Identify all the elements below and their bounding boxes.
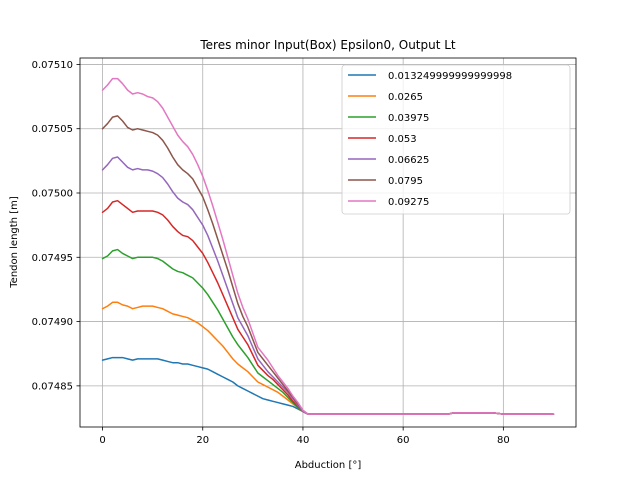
x-tick-label: 0 bbox=[99, 435, 105, 446]
y-tick-label: 0.07490 bbox=[32, 317, 73, 328]
legend-label-5: 0.06625 bbox=[388, 155, 429, 166]
y-tick-label: 0.07510 bbox=[32, 60, 73, 71]
legend-label-6: 0.0795 bbox=[388, 176, 423, 187]
legend-label-3: 0.03975 bbox=[388, 113, 429, 124]
x-tick-label: 60 bbox=[397, 435, 410, 446]
legend-label-7: 0.09275 bbox=[388, 197, 429, 208]
series-lines bbox=[101, 77, 555, 415]
legend-label-1: 0.013249999999999998 bbox=[388, 71, 512, 82]
y-axis-label: Tendon length [m] bbox=[9, 196, 20, 289]
x-tick-label: 20 bbox=[196, 435, 209, 446]
y-tick-label: 0.07485 bbox=[32, 381, 73, 392]
y-tick-label: 0.07505 bbox=[32, 124, 73, 135]
y-axis-ticks: 0.07485 0.07490 0.07495 0.07500 0.07505 0.075… bbox=[32, 60, 80, 392]
y-tick-label: 0.07500 bbox=[32, 189, 73, 200]
y-tick-label: 0.07495 bbox=[32, 253, 73, 264]
chart-title: Teres minor Input(Box) Epsilon0, Output … bbox=[199, 38, 456, 52]
x-axis-ticks: 0 20 40 60 80 bbox=[99, 427, 510, 446]
legend-label-2: 0.0265 bbox=[388, 92, 423, 103]
x-tick-label: 80 bbox=[497, 435, 510, 446]
x-axis-label: Abduction [°] bbox=[295, 460, 362, 471]
legend-box bbox=[341, 64, 571, 215]
x-tick-label: 40 bbox=[297, 435, 310, 446]
series-line-7 bbox=[101, 77, 555, 415]
legend: 0.013249999999999998 0.0265 0.03975 0.053 0.… bbox=[341, 64, 571, 215]
legend-label-4: 0.053 bbox=[388, 134, 417, 145]
plot-frame bbox=[79, 57, 577, 428]
